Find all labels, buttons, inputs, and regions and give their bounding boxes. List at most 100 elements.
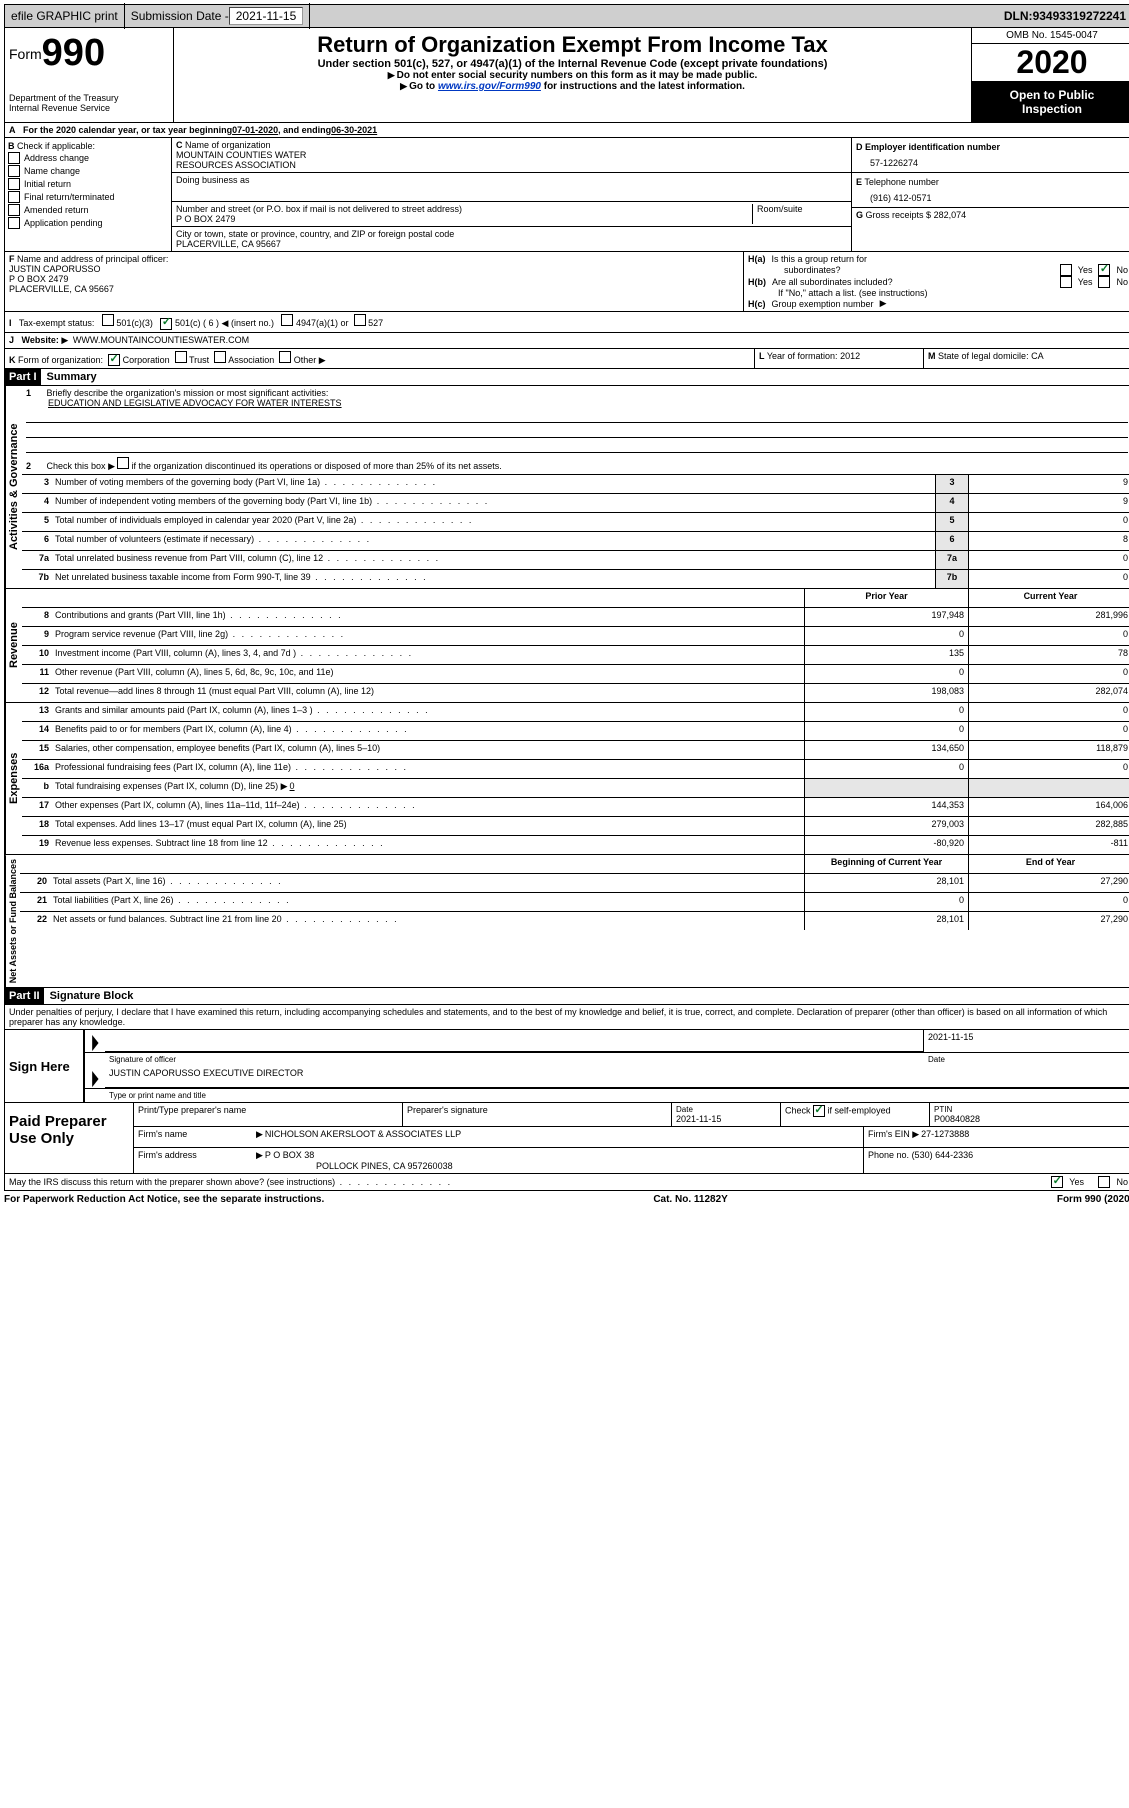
chk-527[interactable] bbox=[354, 314, 366, 326]
c15: 118,879 bbox=[968, 741, 1129, 759]
chk-other[interactable] bbox=[279, 351, 291, 363]
c12: 282,074 bbox=[968, 684, 1129, 702]
irs-label: Internal Revenue Service bbox=[9, 103, 169, 113]
chk-initial-return[interactable] bbox=[8, 178, 20, 190]
form-subtitle: Under section 501(c), 527, or 4947(a)(1)… bbox=[178, 58, 967, 70]
val-line4: 9 bbox=[968, 494, 1129, 512]
discuss-row: May the IRS discuss this return with the… bbox=[4, 1174, 1129, 1191]
chk-ha-no[interactable] bbox=[1098, 264, 1110, 276]
row-j-website: J Website: WWW.MOUNTAINCOUNTIESWATER.COM bbox=[4, 333, 1129, 349]
val-line7b: 0 bbox=[968, 570, 1129, 588]
col-c-name-address: C Name of organization MOUNTAIN COUNTIES… bbox=[172, 138, 1129, 251]
p13: 0 bbox=[804, 703, 968, 721]
state-domicile: CA bbox=[1031, 351, 1044, 361]
firm-addr1: P O BOX 38 bbox=[265, 1150, 314, 1160]
sig-date-label: Date bbox=[924, 1053, 1129, 1066]
vlabel-governance: Activities & Governance bbox=[5, 386, 22, 588]
chk-trust[interactable] bbox=[175, 351, 187, 363]
chk-name-change[interactable] bbox=[8, 165, 20, 177]
city-value: PLACERVILLE, CA 95667 bbox=[176, 239, 847, 249]
b20: 28,101 bbox=[804, 874, 968, 892]
e21: 0 bbox=[968, 893, 1129, 911]
chk-discontinued[interactable] bbox=[117, 457, 129, 469]
section-governance: Activities & Governance 1 Briefly descri… bbox=[4, 386, 1129, 589]
c18: 282,885 bbox=[968, 817, 1129, 835]
prep-sig-label: Preparer's signature bbox=[402, 1103, 671, 1126]
part-ii-title: Signature Block bbox=[44, 988, 140, 1004]
val-line7a: 0 bbox=[968, 551, 1129, 569]
c10: 78 bbox=[968, 646, 1129, 664]
chk-hb-no[interactable] bbox=[1098, 276, 1110, 288]
chk-address-change[interactable] bbox=[8, 152, 20, 164]
c13: 0 bbox=[968, 703, 1129, 721]
chk-hb-yes[interactable] bbox=[1060, 276, 1072, 288]
chk-discuss-yes[interactable] bbox=[1051, 1176, 1063, 1188]
hdr-begin-year: Beginning of Current Year bbox=[804, 855, 968, 873]
p11: 0 bbox=[804, 665, 968, 683]
letter-k: K bbox=[9, 355, 16, 365]
chk-corp[interactable] bbox=[108, 354, 120, 366]
form-990-label: Form990 bbox=[9, 32, 169, 75]
letter-j: J bbox=[9, 335, 14, 345]
year-formation: 2012 bbox=[840, 351, 860, 361]
type-name-label: Type or print name and title bbox=[105, 1089, 1129, 1102]
val-line3: 9 bbox=[968, 475, 1129, 493]
efile-label: efile GRAPHIC print bbox=[5, 3, 125, 29]
c17: 164,006 bbox=[968, 798, 1129, 816]
letter-c: C bbox=[176, 140, 183, 150]
chk-ha-yes[interactable] bbox=[1060, 264, 1072, 276]
chk-4947[interactable] bbox=[281, 314, 293, 326]
tax-year: 2020 bbox=[972, 44, 1129, 82]
ein-value: 57-1226274 bbox=[856, 152, 1128, 168]
p9: 0 bbox=[804, 627, 968, 645]
c11: 0 bbox=[968, 665, 1129, 683]
chk-final-return[interactable] bbox=[8, 191, 20, 203]
col-d-e-g: D Employer identification number 57-1226… bbox=[851, 138, 1129, 251]
prep-name-label: Print/Type preparer's name bbox=[134, 1103, 402, 1126]
e22: 27,290 bbox=[968, 912, 1129, 930]
firm-ein: 27-1273888 bbox=[921, 1129, 969, 1139]
dln-cell: DLN: 93493319272241 bbox=[998, 3, 1129, 29]
p14: 0 bbox=[804, 722, 968, 740]
org-name-1: MOUNTAIN COUNTIES WATER bbox=[176, 150, 847, 160]
letter-l: L bbox=[759, 351, 765, 361]
sign-arrow-2-icon bbox=[85, 1066, 105, 1088]
p18: 279,003 bbox=[804, 817, 968, 835]
chk-self-employed[interactable] bbox=[813, 1105, 825, 1117]
row-klm: K Form of organization: Corporation Trus… bbox=[4, 349, 1129, 370]
section-revenue: Revenue Prior Year Current Year 8Contrib… bbox=[4, 589, 1129, 703]
firm-addr2: POLLOCK PINES, CA 957260038 bbox=[256, 1161, 453, 1171]
p8: 197,948 bbox=[804, 608, 968, 626]
org-name-2: RESOURCES ASSOCIATION bbox=[176, 160, 847, 170]
letter-hb: H(b) bbox=[748, 277, 766, 287]
section-expenses: Expenses 13Grants and similar amounts pa… bbox=[4, 703, 1129, 855]
chk-discuss-no[interactable] bbox=[1098, 1176, 1110, 1188]
identity-block: B Check if applicable: Address change Na… bbox=[4, 138, 1129, 252]
chk-amended[interactable] bbox=[8, 204, 20, 216]
penalties-text: Under penalties of perjury, I declare th… bbox=[4, 1005, 1129, 1030]
street-value: P O BOX 2479 bbox=[176, 214, 752, 224]
street-label: Number and street (or P.O. box if mail i… bbox=[176, 204, 752, 214]
form990-link[interactable]: www.irs.gov/Form990 bbox=[438, 81, 541, 92]
part-ii-header: Part II Signature Block bbox=[4, 988, 1129, 1005]
chk-assoc[interactable] bbox=[214, 351, 226, 363]
row-a-tax-year: A For the 2020 calendar year, or tax yea… bbox=[4, 123, 1129, 138]
501c-num: ( 6 ) bbox=[203, 318, 219, 328]
firm-name-label: Firm's name bbox=[134, 1127, 252, 1147]
paid-preparer-block: Paid Preparer Use Only Print/Type prepar… bbox=[4, 1103, 1129, 1174]
chk-501c[interactable] bbox=[160, 318, 172, 330]
footer-left: For Paperwork Reduction Act Notice, see … bbox=[4, 1194, 324, 1205]
h-note: If "No," attach a list. (see instruction… bbox=[748, 288, 1128, 298]
part-i-title: Summary bbox=[41, 369, 103, 385]
chk-app-pending[interactable] bbox=[8, 217, 20, 229]
letter-i: I bbox=[9, 318, 12, 328]
firm-name: NICHOLSON AKERSLOOT & ASSOCIATES LLP bbox=[265, 1129, 461, 1139]
firm-addr-label: Firm's address bbox=[134, 1148, 252, 1173]
sign-here-block: Sign Here 2021-11-15 Signature of office… bbox=[4, 1030, 1129, 1103]
chk-501c3[interactable] bbox=[102, 314, 114, 326]
prep-date: 2021-11-15 bbox=[676, 1114, 776, 1124]
letter-a: A bbox=[9, 125, 23, 135]
paid-preparer-label: Paid Preparer Use Only bbox=[5, 1103, 134, 1173]
instr-1: Do not enter social security numbers on … bbox=[178, 70, 967, 81]
letter-f: F bbox=[9, 254, 15, 264]
